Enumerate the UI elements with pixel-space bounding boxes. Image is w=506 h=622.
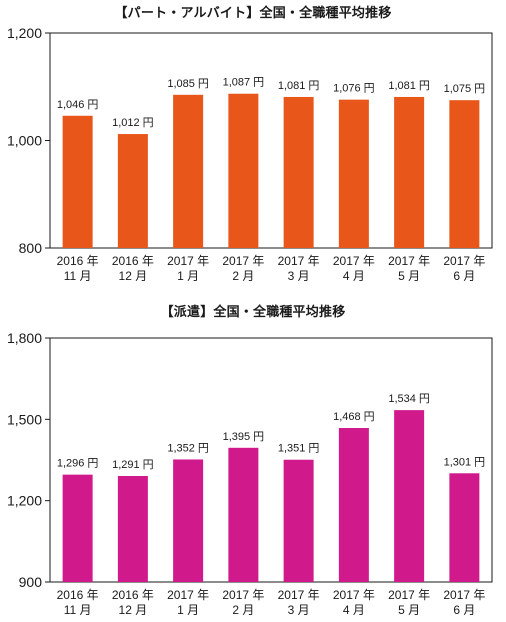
x-tick-label-month: 2 月 <box>232 603 254 617</box>
x-tick-label-year: 2017 年 <box>333 254 375 268</box>
data-label: 1,076 円 <box>333 83 375 95</box>
x-tick-label-year: 2017 年 <box>167 588 209 602</box>
x-tick-label-year: 2017 年 <box>222 588 264 602</box>
x-tick-label-month: 6 月 <box>453 603 475 617</box>
x-tick-label-month: 5 月 <box>398 269 420 283</box>
x-tick-label-year: 2017 年 <box>278 588 320 602</box>
chart-title-dispatch: 【派遣】全国・全職種平均推移 <box>160 305 346 320</box>
x-tick-label-month: 11 月 <box>64 269 92 283</box>
x-tick-label-year: 2017 年 <box>222 254 264 268</box>
x-tick-label-year: 2017 年 <box>333 588 375 602</box>
bar <box>62 115 93 249</box>
y-tick-label: 1,500 <box>7 411 42 427</box>
x-tick-label-month: 11 月 <box>64 603 92 617</box>
bar <box>338 428 369 582</box>
bar <box>117 134 148 248</box>
x-tick-label-month: 5 月 <box>398 603 420 617</box>
bar <box>394 410 425 582</box>
data-label: 1,081 円 <box>388 80 430 92</box>
data-label: 1,301 円 <box>444 456 486 468</box>
x-tick-label-month: 12 月 <box>119 603 148 617</box>
x-tick-label-month: 3 月 <box>288 269 310 283</box>
data-label: 1,395 円 <box>223 431 265 443</box>
bar <box>449 100 480 248</box>
y-tick-label: 1,800 <box>7 330 42 346</box>
y-tick-label: 1,200 <box>7 493 42 509</box>
x-tick-label-month: 1 月 <box>177 603 199 617</box>
bar <box>283 459 314 582</box>
data-label: 1,534 円 <box>388 393 430 405</box>
plot-frame-0 <box>49 32 493 249</box>
bar <box>173 94 204 248</box>
bar <box>117 475 148 582</box>
bar <box>449 473 480 582</box>
bar <box>228 447 259 582</box>
x-tick-label-year: 2017 年 <box>388 588 430 602</box>
data-label: 1,075 円 <box>444 83 486 95</box>
chart-title-part-time: 【パート・アルバイト】全国・全職種平均推移 <box>114 6 392 21</box>
data-label: 1,081 円 <box>278 80 320 92</box>
x-tick-label-month: 3 月 <box>288 603 310 617</box>
bar <box>62 474 93 582</box>
x-tick-label-month: 12 月 <box>119 269 148 283</box>
data-label: 1,012 円 <box>112 117 154 129</box>
bar <box>283 96 314 249</box>
x-tick-label-year: 2016 年 <box>112 254 154 268</box>
plot-frame-1 <box>49 337 493 583</box>
x-tick-label-month: 4 月 <box>343 603 365 617</box>
x-tick-label-year: 2017 年 <box>167 254 209 268</box>
data-label: 1,046 円 <box>57 99 99 111</box>
y-tick-label: 900 <box>19 574 43 590</box>
y-tick-label: 1,200 <box>7 25 42 41</box>
data-label: 1,291 円 <box>112 459 154 471</box>
x-tick-label-month: 2 月 <box>232 269 254 283</box>
x-tick-label-year: 2017 年 <box>443 588 485 602</box>
y-tick-label: 1,000 <box>7 133 42 149</box>
bar <box>338 99 369 249</box>
x-tick-label-year: 2016 年 <box>57 588 99 602</box>
bar <box>173 459 204 582</box>
x-tick-label-month: 1 月 <box>177 269 199 283</box>
x-tick-label-year: 2017 年 <box>443 254 485 268</box>
data-label: 1,352 円 <box>167 442 209 454</box>
y-tick-label: 800 <box>19 240 43 256</box>
x-tick-label-month: 4 月 <box>343 269 365 283</box>
data-label: 1,468 円 <box>333 411 375 423</box>
x-tick-label-year: 2017 年 <box>388 254 430 268</box>
x-tick-label-month: 6 月 <box>453 269 475 283</box>
data-label: 1,351 円 <box>278 443 320 455</box>
bar <box>228 93 259 248</box>
x-tick-label-year: 2017 年 <box>278 254 320 268</box>
data-label: 1,296 円 <box>57 458 99 470</box>
x-tick-label-year: 2016 年 <box>112 588 154 602</box>
data-label: 1,085 円 <box>167 78 209 90</box>
x-tick-label-year: 2016 年 <box>57 254 99 268</box>
data-label: 1,087 円 <box>223 77 265 89</box>
bar <box>394 96 425 249</box>
